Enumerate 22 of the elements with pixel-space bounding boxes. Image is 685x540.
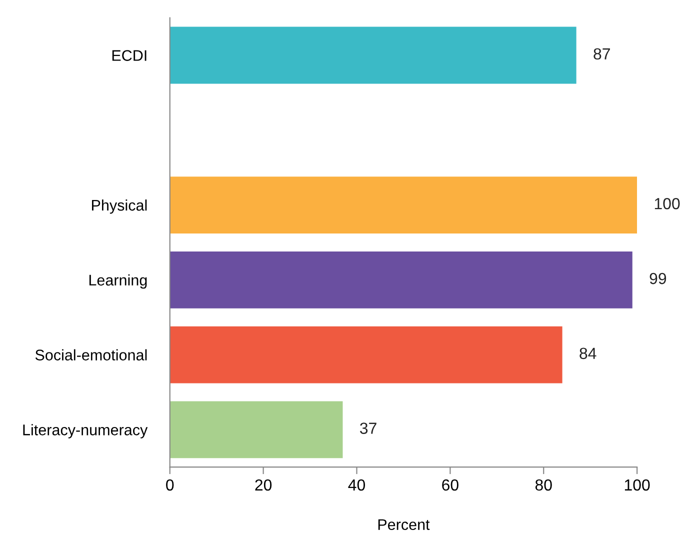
bar (170, 26, 576, 84)
x-tick-label: 20 (255, 479, 272, 491)
x-tick-label: 0 (166, 479, 174, 491)
x-tick-label: 100 (624, 479, 650, 491)
x-tick-label: 80 (535, 479, 552, 491)
y-tick-label: Literacy-numeracy (23, 424, 148, 438)
x-tick-label: 60 (442, 479, 458, 491)
x-axis-title: Percent (378, 519, 430, 530)
bar (170, 326, 562, 384)
bar (170, 176, 638, 234)
bar (170, 251, 632, 308)
data-label: 100 (654, 198, 680, 210)
data-label: 37 (360, 422, 376, 434)
y-tick-label: ECDI (112, 50, 146, 61)
y-tick-label: Learning (89, 274, 147, 289)
data-label: 87 (594, 48, 610, 60)
x-tick-label: 40 (348, 479, 366, 491)
data-label: 99 (650, 272, 666, 284)
y-tick-label: Social-emotional (35, 349, 147, 360)
y-tick-label: Physical (92, 199, 147, 214)
data-label: 84 (580, 348, 596, 360)
bar (170, 401, 343, 458)
